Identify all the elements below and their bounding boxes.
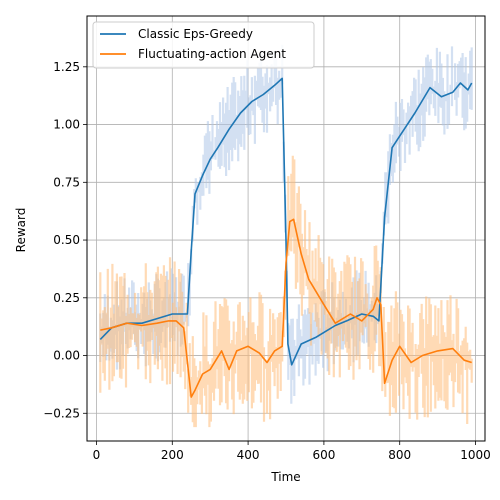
x-tick-label: 400 <box>237 448 260 462</box>
series-line-0 <box>99 77 473 366</box>
x-tick-label: 200 <box>161 448 184 462</box>
y-tick-label: 0.25 <box>53 291 80 305</box>
legend-label: Classic Eps-Greedy <box>138 27 253 41</box>
legend-label: Fluctuating-action Agent <box>138 47 286 61</box>
y-tick-label: 0.75 <box>53 175 80 189</box>
y-tick-label: 0.50 <box>53 233 80 247</box>
series-lines <box>99 77 473 398</box>
y-axis-label: Reward <box>14 208 28 253</box>
y-tick-label: 1.00 <box>53 118 80 132</box>
x-tick-label: 1000 <box>460 448 491 462</box>
y-tick-label: 0.00 <box>53 349 80 363</box>
x-tick-label: 600 <box>312 448 335 462</box>
y-axis-ticks: −0.25 0.00 0.25 0.50 0.75 1.00 1.25 <box>43 60 87 420</box>
plot-frame <box>86 15 486 442</box>
legend-box <box>92 21 315 69</box>
x-axis-ticks: 0 200 400 600 800 1000 <box>93 441 491 462</box>
legend: Classic Eps-Greedy Fluctuating-action Age… <box>92 21 315 69</box>
x-tick-label: 0 <box>93 448 101 462</box>
x-tick-label: 800 <box>388 448 411 462</box>
x-axis-label: Time <box>270 470 300 484</box>
y-tick-label: −0.25 <box>43 406 80 420</box>
series-line-1 <box>100 218 472 398</box>
y-tick-label: 1.25 <box>53 60 80 74</box>
